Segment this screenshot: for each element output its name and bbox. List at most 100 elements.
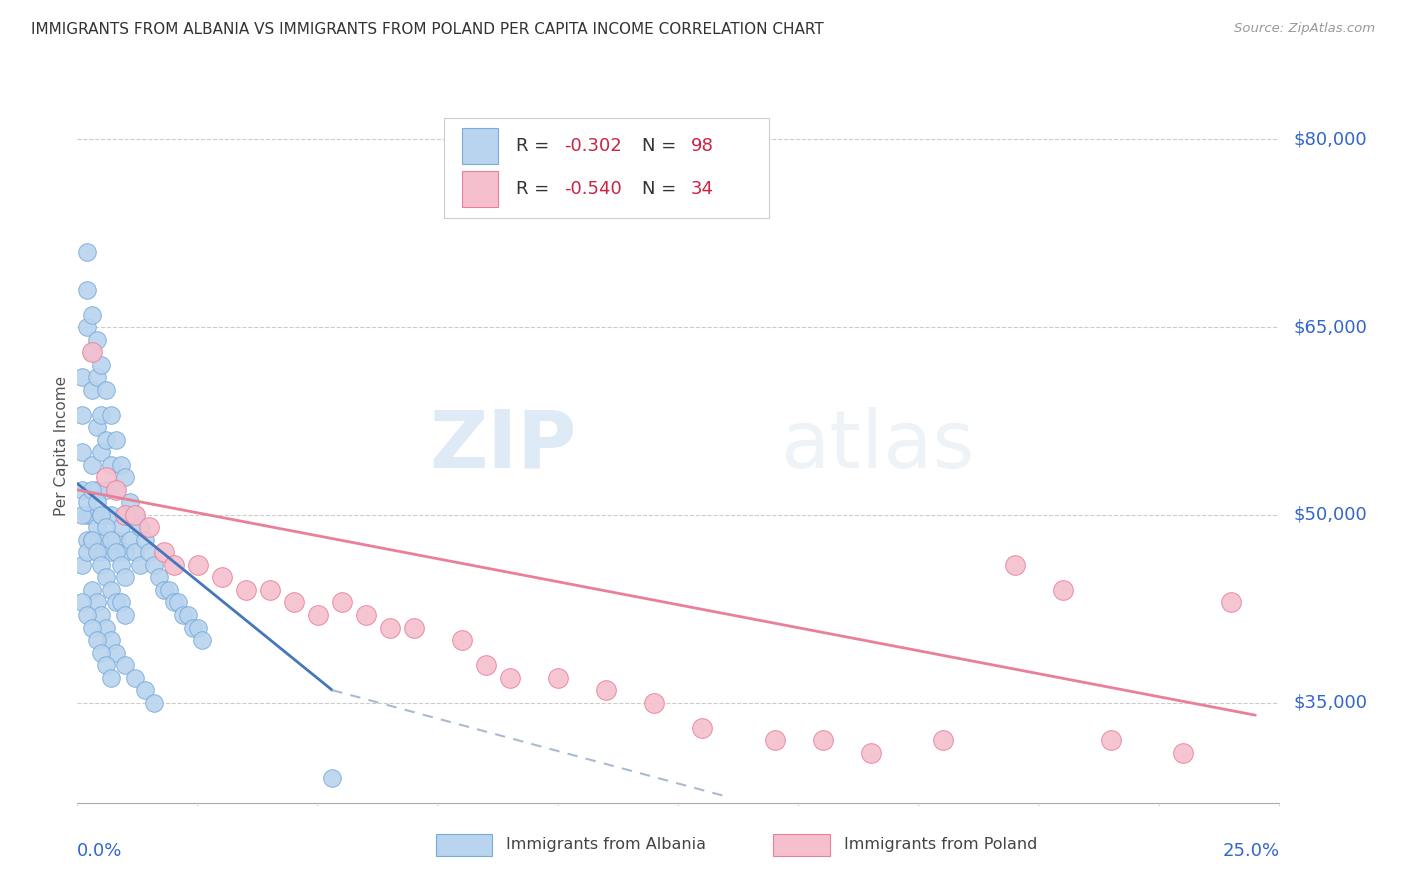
Text: N =: N = [643,180,682,198]
Point [76,244,98,259]
Point [191,633,214,648]
Point [70,445,93,459]
Point [80,533,103,547]
Point [172,607,194,622]
Point [86,483,108,497]
Point [90,358,112,372]
Point [114,658,136,673]
Point [100,533,122,547]
Text: -0.302: -0.302 [564,137,621,155]
Point [70,483,93,497]
Point [114,508,136,522]
Point [177,607,200,622]
Point [90,408,112,422]
Point [96,570,118,584]
Text: Immigrants from Albania: Immigrants from Albania [506,838,706,852]
Text: Immigrants from Poland: Immigrants from Poland [844,838,1038,852]
Point [259,582,281,597]
Point [1220,595,1243,609]
Point [96,658,118,673]
Text: atlas: atlas [780,407,974,485]
Point [76,495,98,509]
Point [186,558,209,572]
Point [1099,733,1122,747]
Point [100,458,122,472]
Point [96,433,118,447]
Point [90,545,112,559]
Point [114,545,136,559]
Point [104,545,127,559]
Point [86,333,108,347]
Point [181,621,204,635]
Point [124,545,146,559]
Point [283,595,305,609]
Point [90,508,112,522]
Point [110,458,132,472]
Point [86,520,108,534]
Text: N =: N = [643,137,682,155]
Text: $35,000: $35,000 [1294,694,1368,712]
Point [80,308,103,322]
Point [110,520,132,534]
Text: 25.0%: 25.0% [1222,842,1279,860]
Text: $50,000: $50,000 [1294,506,1367,524]
Point [128,558,150,572]
Point [110,558,132,572]
Point [96,520,118,534]
Point [186,621,209,635]
Point [1173,746,1195,760]
Point [100,508,122,522]
Text: Source: ZipAtlas.com: Source: ZipAtlas.com [1234,22,1375,36]
Point [211,570,233,584]
Point [80,621,103,635]
Point [547,671,569,685]
Point [90,445,112,459]
Point [153,582,176,597]
Point [76,508,98,522]
Text: R =: R = [516,137,555,155]
Point [86,633,108,648]
FancyBboxPatch shape [444,118,769,218]
Point [402,621,425,635]
Point [499,671,522,685]
Point [148,570,170,584]
Point [330,595,353,609]
Text: -0.540: -0.540 [564,180,621,198]
Point [70,595,93,609]
Text: ZIP: ZIP [429,407,576,485]
Point [124,671,146,685]
Point [76,545,98,559]
Point [80,458,103,472]
Point [96,470,118,484]
Point [110,595,132,609]
Point [100,633,122,648]
Point [76,607,98,622]
Point [811,733,834,747]
Point [643,696,665,710]
Text: 98: 98 [690,137,713,155]
Point [104,483,127,497]
Point [134,683,156,698]
Point [70,558,93,572]
Point [134,533,156,547]
Point [128,520,150,534]
Point [76,283,98,297]
Point [100,671,122,685]
Point [90,558,112,572]
Point [90,508,112,522]
Point [120,533,142,547]
Point [104,483,127,497]
Point [1052,582,1074,597]
Point [595,683,617,698]
Point [157,582,180,597]
Point [70,408,93,422]
Point [104,595,127,609]
Point [932,733,955,747]
Point [104,533,127,547]
Point [70,508,93,522]
Text: IMMIGRANTS FROM ALBANIA VS IMMIGRANTS FROM POLAND PER CAPITA INCOME CORRELATION : IMMIGRANTS FROM ALBANIA VS IMMIGRANTS FR… [31,22,824,37]
Point [692,721,714,735]
Point [80,533,103,547]
Point [90,646,112,660]
Point [76,533,98,547]
